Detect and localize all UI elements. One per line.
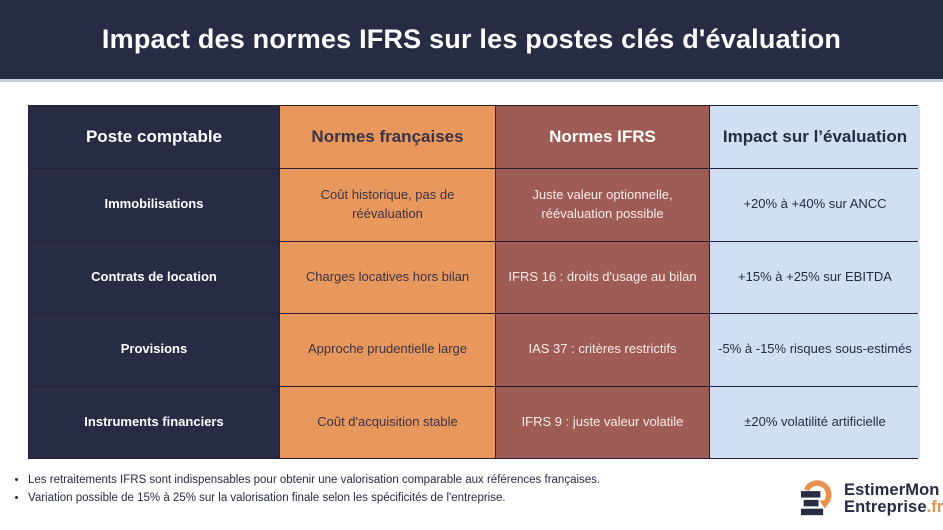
- title-banner: Impact des normes IFRS sur les postes cl…: [0, 0, 943, 82]
- table-cell-poste: Contrats de location: [29, 241, 279, 313]
- stacked-bars-arrow-icon: [800, 478, 837, 519]
- footnotes-list: Les retraitements IFRS sont indispensabl…: [10, 472, 668, 508]
- comparison-table: Poste comptable Normes françaises Normes…: [28, 105, 920, 459]
- column-header-normes-ifrs: Normes IFRS: [496, 106, 709, 168]
- brand-tld: .fr: [926, 497, 943, 516]
- table-cell-ifrs: IFRS 16 : droits d'usage au bilan: [496, 241, 709, 313]
- table-cell-fr: Charges locatives hors bilan: [280, 241, 495, 313]
- brand-line1: EstimerMon: [844, 480, 940, 499]
- table-cell-impact: ±20% volatilité artificielle: [710, 386, 920, 458]
- footnote-item: Variation possible de 15% à 25% sur la v…: [28, 490, 668, 508]
- page-title: Impact des normes IFRS sur les postes cl…: [101, 24, 842, 54]
- table-cell-impact: +15% à +25% sur EBITDA: [710, 241, 920, 313]
- table-cell-poste: Immobilisations: [29, 169, 279, 241]
- table-cell-impact: +20% à +40% sur ANCC: [710, 169, 920, 241]
- footnote-item: Les retraitements IFRS sont indispensabl…: [28, 472, 668, 490]
- brand-logo: EstimerMon Entreprise.fr: [800, 478, 943, 519]
- table-cell-poste: Instruments financiers: [29, 386, 279, 458]
- table-cell-fr: Coût d'acquisition stable: [280, 386, 495, 458]
- table-cell-impact: -5% à -15% risques sous-estimés: [710, 314, 920, 386]
- brand-line2: Entreprise: [844, 497, 927, 516]
- table-cell-fr: Approche prudentielle large: [280, 314, 495, 386]
- table-cell-poste: Provisions: [29, 314, 279, 386]
- column-header-normes-francaises: Normes françaises: [280, 106, 495, 168]
- column-header-impact-evaluation: Impact sur l’évaluation: [710, 106, 920, 168]
- column-header-poste-comptable: Poste comptable: [29, 106, 279, 168]
- table-cell-ifrs: IFRS 9 : juste valeur volatile: [496, 386, 709, 458]
- table-cell-ifrs: IAS 37 : critères restrictifs: [496, 314, 709, 386]
- brand-wordmark: EstimerMon Entreprise.fr: [844, 480, 943, 516]
- table-cell-fr: Coût historique, pas de réévaluation: [280, 169, 495, 241]
- table-cell-ifrs: Juste valeur optionnelle, réévaluation p…: [496, 169, 709, 241]
